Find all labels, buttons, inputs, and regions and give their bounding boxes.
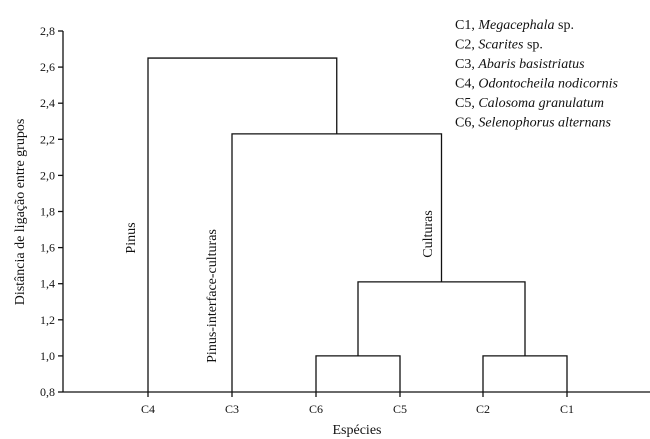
y-tick-label: 2,0 <box>40 168 55 182</box>
x-axis-ticks: C4 C3 C6 C5 C2 C1 <box>141 392 574 416</box>
group-label: Pinus-interface-culturas <box>205 229 220 363</box>
y-tick-label: 2,6 <box>40 60 55 74</box>
dendrogram-link <box>231 133 443 392</box>
x-tick-label: C1 <box>560 402 574 416</box>
dendrogram-link <box>315 355 401 392</box>
legend-entry: C2, Scarites sp. <box>455 38 543 53</box>
legend: C1, Megacephala sp.C2, Scarites sp.C3, A… <box>455 18 618 131</box>
legend-entry: C6, Selenophorus alternans <box>455 116 611 131</box>
legend-code: C2, <box>455 38 478 53</box>
x-tick-label: C4 <box>141 402 155 416</box>
group-label: Culturas <box>421 210 436 257</box>
legend-entry: C4, Odontocheila nodicornis <box>455 77 618 92</box>
y-axis-ticks: 0,8 1,0 1,2 1,4 1,6 1,8 2,0 2,2 2,4 2,6 2,8 <box>40 24 63 399</box>
legend-species-name: Odontocheila nodicornis <box>478 77 618 92</box>
y-tick-label: 1,8 <box>40 205 55 219</box>
y-tick-label: 1,2 <box>40 313 55 327</box>
y-tick-label: 2,8 <box>40 24 55 38</box>
legend-code: C1, <box>455 18 478 33</box>
x-tick-label: C3 <box>225 402 239 416</box>
x-tick-label: C5 <box>393 402 407 416</box>
dendrogram-link <box>147 57 338 392</box>
dendrogram-link <box>482 355 568 392</box>
legend-entry: C1, Megacephala sp. <box>455 18 574 33</box>
legend-code: C6, <box>455 116 478 131</box>
y-tick-label: 0,8 <box>40 385 55 399</box>
y-tick-label: 2,2 <box>40 132 55 146</box>
legend-suffix: sp. <box>555 18 574 33</box>
legend-species-name: Scarites <box>478 38 524 53</box>
legend-code: C3, <box>455 57 478 72</box>
legend-species-name: Calosoma granulatum <box>478 96 604 111</box>
group-labels: Pinus Pinus-interface-culturas Culturas <box>124 210 436 363</box>
legend-code: C5, <box>455 96 478 111</box>
legend-suffix: sp. <box>523 38 542 53</box>
legend-entry: C3, Abaris basistriatus <box>455 57 585 72</box>
dendrogram-links <box>147 57 568 392</box>
y-axis-title: Distância de ligação entre grupos <box>13 119 28 306</box>
legend-entry: C5, Calosoma granulatum <box>455 96 604 111</box>
x-axis-title: Espécies <box>333 423 382 438</box>
legend-code: C4, <box>455 77 478 92</box>
legend-species-name: Abaris basistriatus <box>477 57 585 72</box>
y-tick-label: 1,0 <box>40 349 55 363</box>
y-tick-label: 2,4 <box>40 96 55 110</box>
dendrogram-link <box>357 281 526 356</box>
group-label: Pinus <box>124 222 139 253</box>
legend-species-name: Megacephala <box>477 18 554 33</box>
y-tick-label: 1,6 <box>40 241 55 255</box>
y-tick-label: 1,4 <box>40 277 55 291</box>
x-tick-label: C2 <box>476 402 490 416</box>
legend-species-name: Selenophorus alternans <box>478 116 611 131</box>
x-tick-label: C6 <box>309 402 323 416</box>
